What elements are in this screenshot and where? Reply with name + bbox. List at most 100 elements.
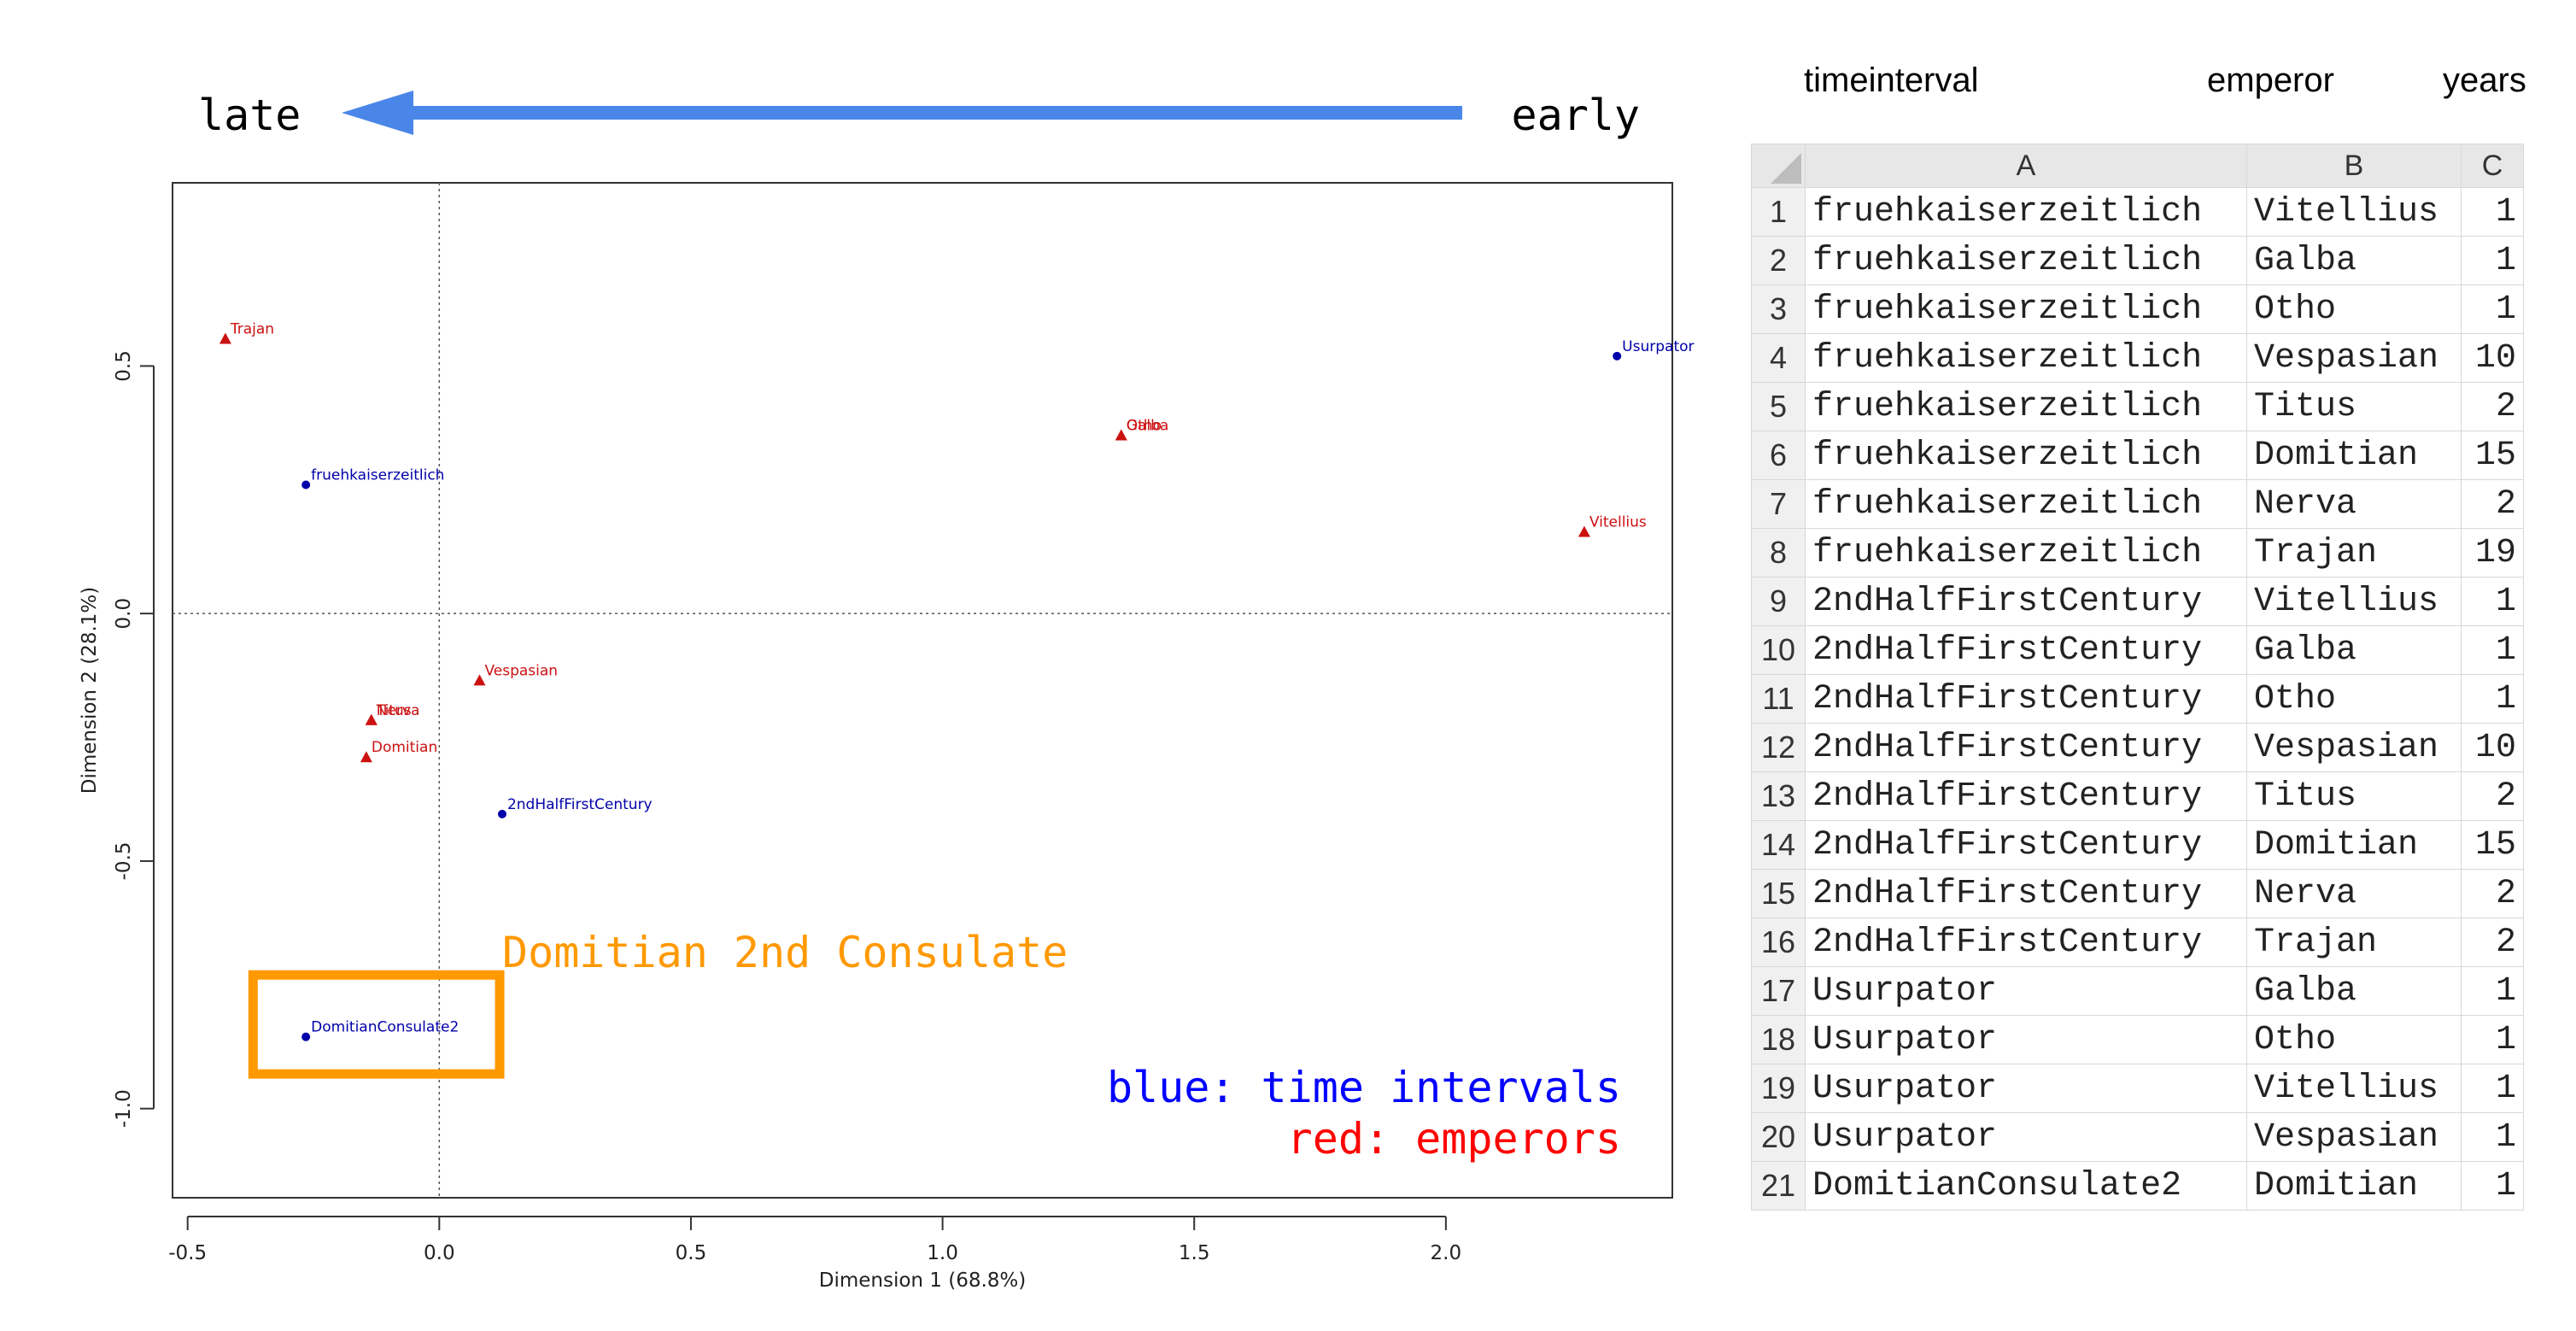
cell-emperor[interactable]: Domitian [2246, 431, 2462, 480]
cell-emperor[interactable]: Galba [2246, 625, 2462, 675]
row-number[interactable]: 1 [1751, 187, 1806, 237]
table-row[interactable]: 1 fruehkaiserzeitlich Vitellius 1 [1751, 187, 2524, 237]
row-number[interactable]: 13 [1751, 771, 1806, 821]
row-number[interactable]: 9 [1751, 577, 1806, 626]
row-number[interactable]: 6 [1751, 431, 1806, 480]
table-row[interactable]: 19 Usurpator Vitellius 1 [1751, 1064, 2524, 1113]
cell-timeinterval[interactable]: 2ndHalfFirstCentury [1805, 820, 2247, 870]
table-row[interactable]: 10 2ndHalfFirstCentury Galba 1 [1751, 625, 2524, 675]
cell-timeinterval[interactable]: 2ndHalfFirstCentury [1805, 723, 2247, 772]
cell-years[interactable]: 2 [2461, 382, 2524, 431]
cell-timeinterval[interactable]: Usurpator [1805, 966, 2247, 1016]
column-header-b[interactable]: B [2246, 144, 2462, 188]
table-row[interactable]: 4 fruehkaiserzeitlich Vespasian 10 [1751, 333, 2524, 383]
row-number[interactable]: 3 [1751, 284, 1806, 334]
cell-years[interactable]: 1 [2461, 236, 2524, 285]
cell-timeinterval[interactable]: 2ndHalfFirstCentury [1805, 771, 2247, 821]
row-number[interactable]: 4 [1751, 333, 1806, 383]
row-number[interactable]: 16 [1751, 918, 1806, 967]
row-number[interactable]: 14 [1751, 820, 1806, 870]
cell-timeinterval[interactable]: fruehkaiserzeitlich [1805, 382, 2247, 431]
cell-emperor[interactable]: Galba [2246, 966, 2462, 1016]
table-row[interactable]: 5 fruehkaiserzeitlich Titus 2 [1751, 382, 2524, 431]
cell-emperor[interactable]: Otho [2246, 1015, 2462, 1064]
cell-years[interactable]: 1 [2461, 674, 2524, 724]
cell-years[interactable]: 1 [2461, 1161, 2524, 1211]
cell-emperor[interactable]: Vespasian [2246, 333, 2462, 383]
cell-emperor[interactable]: Nerva [2246, 479, 2462, 529]
cell-emperor[interactable]: Vespasian [2246, 1112, 2462, 1162]
cell-years[interactable]: 19 [2461, 528, 2524, 578]
table-row[interactable]: 15 2ndHalfFirstCentury Nerva 2 [1751, 869, 2524, 918]
cell-years[interactable]: 1 [2461, 187, 2524, 237]
cell-timeinterval[interactable]: fruehkaiserzeitlich [1805, 333, 2247, 383]
row-number[interactable]: 2 [1751, 236, 1806, 285]
cell-timeinterval[interactable]: 2ndHalfFirstCentury [1805, 577, 2247, 626]
cell-emperor[interactable]: Galba [2246, 236, 2462, 285]
cell-emperor[interactable]: Domitian [2246, 1161, 2462, 1211]
cell-years[interactable]: 2 [2461, 869, 2524, 918]
table-row[interactable]: 12 2ndHalfFirstCentury Vespasian 10 [1751, 723, 2524, 772]
row-number[interactable]: 21 [1751, 1161, 1806, 1211]
cell-years[interactable]: 2 [2461, 771, 2524, 821]
cell-timeinterval[interactable]: Usurpator [1805, 1112, 2247, 1162]
row-number[interactable]: 18 [1751, 1015, 1806, 1064]
cell-emperor[interactable]: Titus [2246, 382, 2462, 431]
row-number[interactable]: 8 [1751, 528, 1806, 578]
cell-timeinterval[interactable]: DomitianConsulate2 [1805, 1161, 2247, 1211]
row-number[interactable]: 15 [1751, 869, 1806, 918]
table-row[interactable]: 13 2ndHalfFirstCentury Titus 2 [1751, 771, 2524, 821]
cell-years[interactable]: 10 [2461, 723, 2524, 772]
cell-emperor[interactable]: Otho [2246, 284, 2462, 334]
row-number[interactable]: 19 [1751, 1064, 1806, 1113]
table-row[interactable]: 18 Usurpator Otho 1 [1751, 1015, 2524, 1064]
cell-emperor[interactable]: Vitellius [2246, 1064, 2462, 1113]
cell-years[interactable]: 1 [2461, 966, 2524, 1016]
cell-timeinterval[interactable]: 2ndHalfFirstCentury [1805, 869, 2247, 918]
cell-years[interactable]: 1 [2461, 1112, 2524, 1162]
cell-emperor[interactable]: Trajan [2246, 528, 2462, 578]
row-number[interactable]: 17 [1751, 966, 1806, 1016]
table-row[interactable]: 16 2ndHalfFirstCentury Trajan 2 [1751, 918, 2524, 967]
cell-emperor[interactable]: Trajan [2246, 918, 2462, 967]
table-row[interactable]: 7 fruehkaiserzeitlich Nerva 2 [1751, 479, 2524, 529]
cell-timeinterval[interactable]: 2ndHalfFirstCentury [1805, 625, 2247, 675]
table-row[interactable]: 11 2ndHalfFirstCentury Otho 1 [1751, 674, 2524, 724]
cell-years[interactable]: 10 [2461, 333, 2524, 383]
cell-years[interactable]: 15 [2461, 820, 2524, 870]
cell-timeinterval[interactable]: fruehkaiserzeitlich [1805, 528, 2247, 578]
cell-years[interactable]: 1 [2461, 1064, 2524, 1113]
row-number[interactable]: 5 [1751, 382, 1806, 431]
cell-years[interactable]: 1 [2461, 625, 2524, 675]
table-row[interactable]: 21 DomitianConsulate2 Domitian 1 [1751, 1161, 2524, 1211]
cell-timeinterval[interactable]: 2ndHalfFirstCentury [1805, 674, 2247, 724]
table-row[interactable]: 17 Usurpator Galba 1 [1751, 966, 2524, 1016]
cell-years[interactable]: 2 [2461, 479, 2524, 529]
row-number[interactable]: 11 [1751, 674, 1806, 724]
table-row[interactable]: 8 fruehkaiserzeitlich Trajan 19 [1751, 528, 2524, 578]
cell-timeinterval[interactable]: fruehkaiserzeitlich [1805, 187, 2247, 237]
column-header-c[interactable]: C [2461, 144, 2524, 188]
row-number[interactable]: 10 [1751, 625, 1806, 675]
cell-emperor[interactable]: Titus [2246, 771, 2462, 821]
select-all-corner[interactable] [1751, 144, 1806, 188]
cell-emperor[interactable]: Vespasian [2246, 723, 2462, 772]
cell-timeinterval[interactable]: fruehkaiserzeitlich [1805, 236, 2247, 285]
cell-years[interactable]: 1 [2461, 284, 2524, 334]
cell-timeinterval[interactable]: fruehkaiserzeitlich [1805, 431, 2247, 480]
cell-timeinterval[interactable]: Usurpator [1805, 1064, 2247, 1113]
table-row[interactable]: 20 Usurpator Vespasian 1 [1751, 1112, 2524, 1162]
cell-emperor[interactable]: Nerva [2246, 869, 2462, 918]
row-number[interactable]: 12 [1751, 723, 1806, 772]
cell-emperor[interactable]: Otho [2246, 674, 2462, 724]
cell-timeinterval[interactable]: Usurpator [1805, 1015, 2247, 1064]
row-number[interactable]: 20 [1751, 1112, 1806, 1162]
cell-years[interactable]: 2 [2461, 918, 2524, 967]
table-row[interactable]: 6 fruehkaiserzeitlich Domitian 15 [1751, 431, 2524, 480]
table-row[interactable]: 9 2ndHalfFirstCentury Vitellius 1 [1751, 577, 2524, 626]
cell-years[interactable]: 15 [2461, 431, 2524, 480]
cell-emperor[interactable]: Vitellius [2246, 187, 2462, 237]
cell-timeinterval[interactable]: fruehkaiserzeitlich [1805, 479, 2247, 529]
cell-timeinterval[interactable]: 2ndHalfFirstCentury [1805, 918, 2247, 967]
cell-emperor[interactable]: Domitian [2246, 820, 2462, 870]
